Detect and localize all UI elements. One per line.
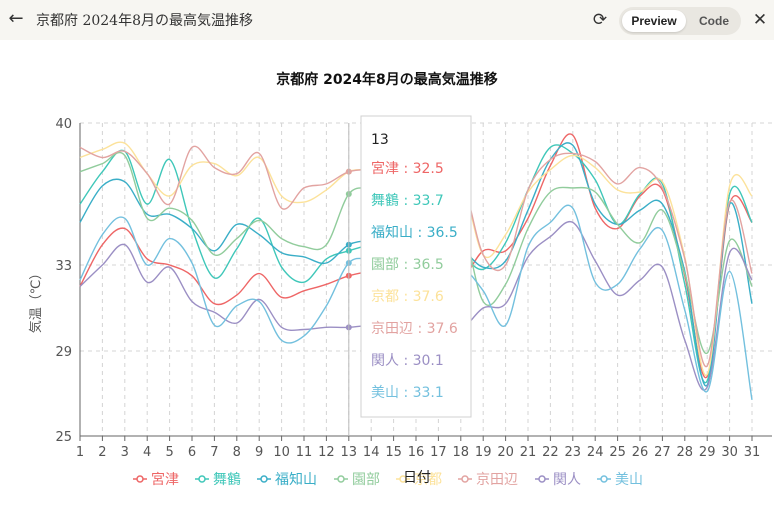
x-tick-label: 25 — [609, 445, 626, 460]
x-tick-label: 29 — [699, 445, 716, 460]
x-tick-label: 20 — [497, 445, 514, 460]
tooltip-header: 13 — [371, 132, 389, 148]
y-axis-label: 気温（℃） — [28, 267, 44, 334]
tooltip-entry: 関人 : 30.1 — [371, 353, 444, 369]
x-tick-label: 4 — [143, 445, 151, 460]
x-tick-label: 15 — [385, 445, 402, 460]
y-tick-label: 29 — [55, 345, 72, 360]
legend-marker[interactable] — [337, 475, 345, 483]
page-title: 京都府 2024年8月の最高気温推移 — [36, 13, 253, 29]
x-tick-label: 26 — [632, 445, 649, 460]
x-tick-label: 5 — [165, 445, 173, 460]
tooltip-entry: 美山 : 33.1 — [371, 385, 444, 401]
tooltip: 13 宮津 : 32.5 舞鶴 : 33.7 福知山 : 36.5 園部 : 36.5 京… — [360, 115, 472, 418]
legend-label[interactable]: 福知山 — [275, 471, 317, 488]
x-tick-label: 19 — [475, 445, 492, 460]
tooltip-entry: 京都 : 37.6 — [371, 289, 444, 305]
legend-label[interactable]: 園部 — [352, 472, 380, 488]
legend-label[interactable]: 関人 — [553, 472, 581, 488]
x-tick-label: 11 — [296, 445, 313, 460]
back-arrow-icon[interactable]: ← — [8, 8, 24, 29]
x-tick-label: 23 — [565, 445, 582, 460]
legend-label[interactable]: 京都 — [414, 472, 442, 488]
legend-marker[interactable] — [260, 475, 268, 483]
x-tick-label: 13 — [341, 445, 358, 460]
tooltip-entry: 舞鶴 : 33.7 — [371, 192, 444, 209]
chart-title: 京都府 2024年8月の最高気温推移 — [276, 71, 498, 88]
y-tick-label: 25 — [55, 430, 72, 445]
x-tick-label: 14 — [363, 445, 380, 460]
x-tick-label: 1 — [76, 445, 84, 460]
x-tick-label: 9 — [255, 445, 263, 460]
x-tick-label: 28 — [677, 445, 694, 460]
x-tick-label: 17 — [430, 445, 447, 460]
x-tick-label: 27 — [654, 445, 671, 460]
legend: 宮津 舞鶴 福知山 園部 京都 京田辺 関人 美山 — [133, 471, 643, 488]
legend-marker[interactable] — [538, 475, 546, 483]
y-tick-label: 40 — [55, 117, 72, 132]
x-tick-label: 21 — [520, 445, 537, 460]
view-toggle: Preview Code — [619, 7, 741, 35]
preview-tab[interactable]: Preview — [622, 10, 686, 32]
y-axis-label-group: 気温（℃） — [28, 267, 44, 334]
x-tick-label: 18 — [453, 445, 470, 460]
legend-label[interactable]: 宮津 — [151, 472, 179, 488]
x-axis-label: 日付 — [403, 470, 431, 486]
tooltip-box — [360, 115, 472, 418]
legend-label[interactable]: 美山 — [615, 472, 643, 488]
code-tab[interactable]: Code — [699, 14, 729, 28]
x-tick-label: 30 — [721, 445, 738, 460]
x-tick-label: 6 — [188, 445, 196, 460]
x-tick-label: 12 — [318, 445, 335, 460]
legend-marker[interactable] — [600, 475, 608, 483]
legend-label[interactable]: 舞鶴 — [213, 471, 241, 488]
close-icon[interactable]: ✕ — [752, 10, 768, 30]
x-tick-label: 22 — [542, 445, 559, 460]
tooltip-entry: 福知山 : 36.5 — [371, 224, 458, 241]
legend-marker[interactable] — [136, 475, 144, 483]
x-tick-label: 10 — [273, 445, 290, 460]
legend-label[interactable]: 京田辺 — [476, 472, 518, 488]
refresh-icon[interactable]: ⟳ — [592, 10, 608, 30]
legend-marker[interactable] — [399, 475, 407, 483]
y-tick-label: 33 — [55, 259, 72, 274]
x-tick-label: 3 — [121, 445, 129, 460]
x-tick-label: 31 — [744, 445, 761, 460]
x-tick-label: 16 — [408, 445, 425, 460]
tooltip-entry: 園部 : 36.5 — [371, 257, 444, 273]
legend-marker[interactable] — [461, 475, 469, 483]
top-bar: ← 京都府 2024年8月の最高気温推移 ⟳ Preview Code ✕ — [0, 0, 774, 40]
x-tick-label: 7 — [210, 445, 218, 460]
tooltip-entry: 京田辺 : 37.6 — [371, 321, 458, 337]
x-tick-label: 24 — [587, 445, 604, 460]
tooltip-entry: 宮津 : 32.5 — [371, 161, 444, 177]
legend-marker[interactable] — [198, 475, 206, 483]
x-tick-label: 2 — [98, 445, 106, 460]
x-tick-label: 8 — [233, 445, 241, 460]
